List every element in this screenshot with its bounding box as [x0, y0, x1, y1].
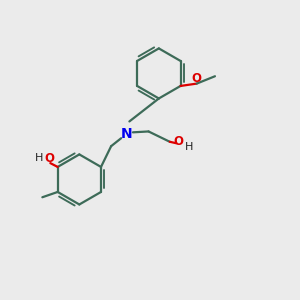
Text: O: O: [174, 135, 184, 148]
Text: N: N: [121, 127, 132, 141]
Text: O: O: [191, 72, 201, 85]
Text: H: H: [185, 142, 194, 152]
Text: O: O: [44, 152, 54, 165]
Text: H: H: [35, 152, 43, 163]
